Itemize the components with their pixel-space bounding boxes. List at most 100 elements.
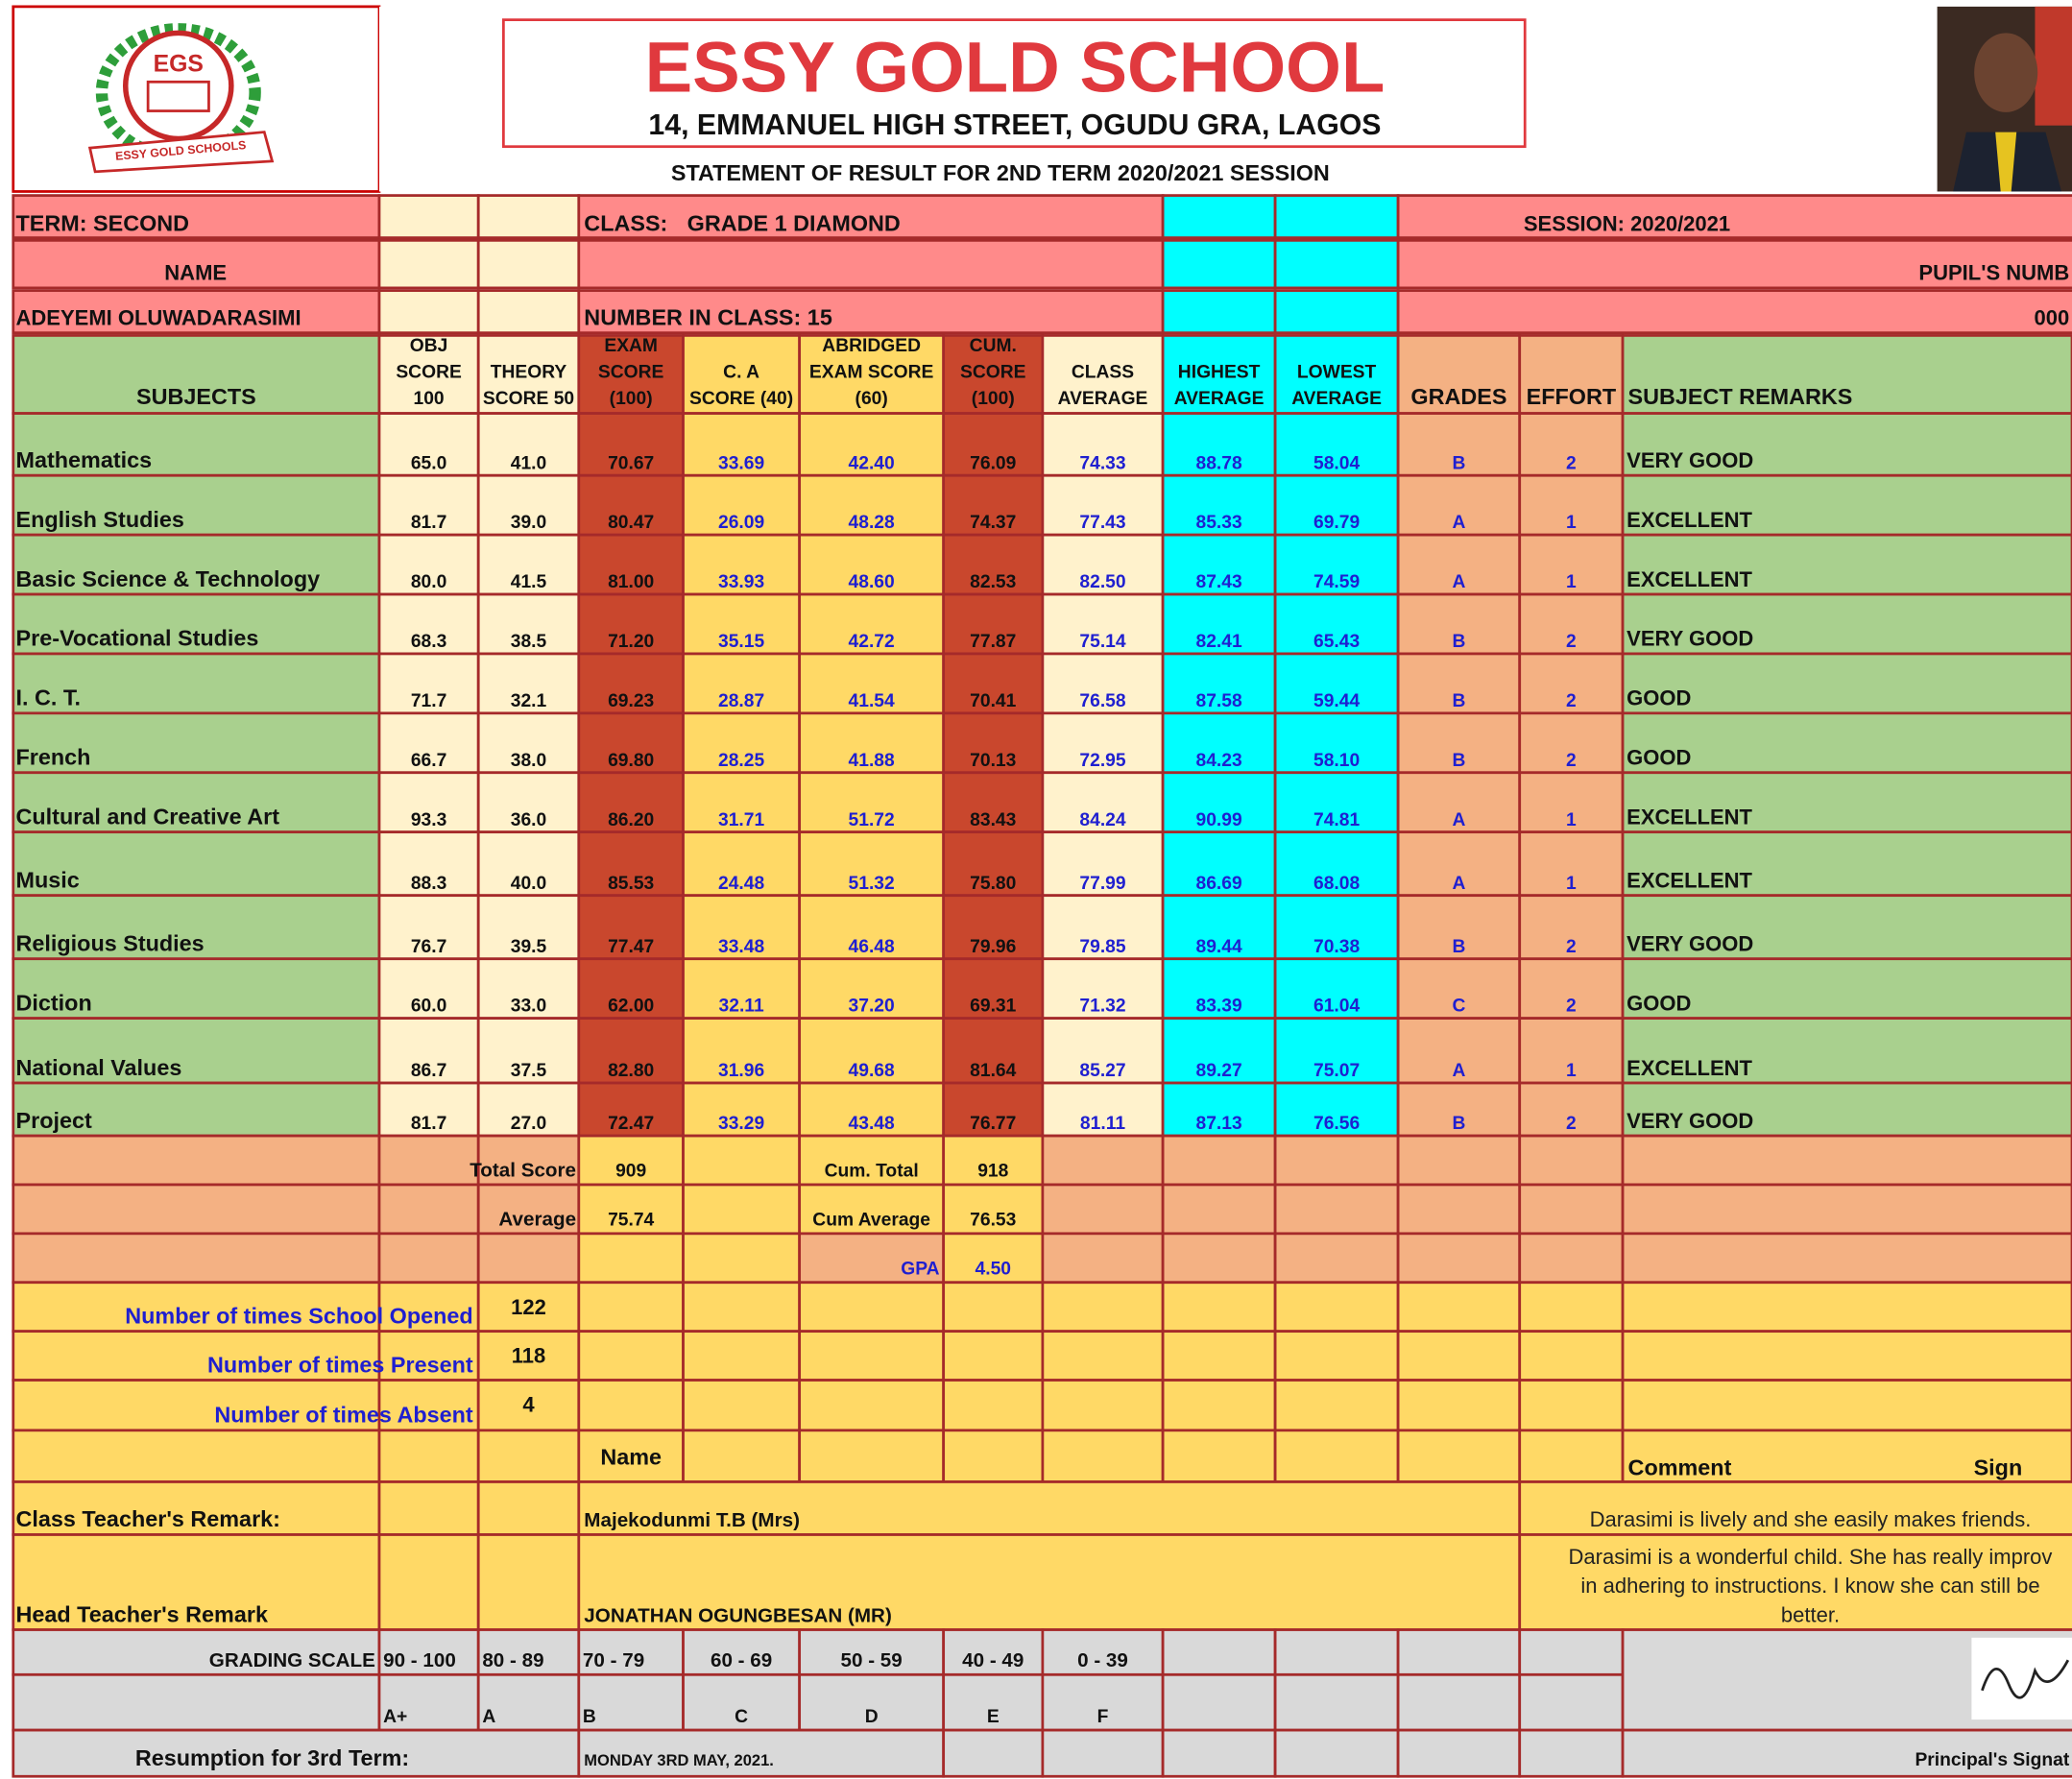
cell xyxy=(577,238,1165,290)
resumption-label: Resumption for 3rd Term: xyxy=(135,1745,409,1770)
column-header: AVERAGE xyxy=(1058,389,1148,409)
cell xyxy=(1621,771,2072,834)
cell xyxy=(377,1134,480,1187)
score: 70.38 xyxy=(1313,937,1360,957)
grade-letter: F xyxy=(1097,1707,1109,1727)
score: 89.27 xyxy=(1196,1061,1242,1081)
score: 74.81 xyxy=(1313,810,1360,830)
logo-text: EGS xyxy=(154,51,204,77)
subject: Music xyxy=(16,867,80,892)
score: 83.39 xyxy=(1196,997,1242,1017)
cell xyxy=(1518,1672,1625,1732)
cell xyxy=(12,711,381,775)
cell xyxy=(577,473,685,537)
cell xyxy=(1041,1232,1165,1285)
grade-letter: A xyxy=(482,1707,495,1727)
score: 40.0 xyxy=(511,874,546,894)
total-score-label: Total Score xyxy=(470,1160,576,1182)
cell xyxy=(577,1480,1522,1536)
cell xyxy=(577,1017,685,1085)
cell xyxy=(1161,1081,1277,1138)
cell xyxy=(682,1379,802,1432)
cell xyxy=(577,711,685,775)
cell xyxy=(1041,830,1165,898)
score: 70.41 xyxy=(970,691,1016,711)
remark-comment: Darasimi is lively and she easily makes … xyxy=(1590,1507,2032,1531)
cell xyxy=(1161,238,1277,290)
cell xyxy=(1041,957,1165,1021)
cell xyxy=(377,1330,480,1382)
score: 75.07 xyxy=(1313,1061,1360,1081)
score: 86.69 xyxy=(1196,874,1242,894)
cell xyxy=(476,473,581,537)
cell xyxy=(12,1330,381,1382)
score: 70.67 xyxy=(608,453,654,473)
score: B xyxy=(1452,751,1465,771)
cell xyxy=(1041,473,1165,537)
cell xyxy=(682,1134,802,1187)
score: 33.69 xyxy=(718,453,764,473)
cell xyxy=(682,533,802,596)
cell xyxy=(1621,1281,2072,1334)
score: 41.54 xyxy=(849,691,895,711)
score: 31.96 xyxy=(718,1061,764,1081)
number-in-class: NUMBER IN CLASS: 15 xyxy=(584,304,832,329)
class-label: CLASS: xyxy=(584,211,667,236)
score: 33.93 xyxy=(718,572,764,592)
cell xyxy=(1161,194,1277,239)
subject-remark: VERY GOOD xyxy=(1626,627,1753,651)
cell xyxy=(12,1232,381,1285)
cell xyxy=(1041,1183,1165,1236)
cell xyxy=(476,1480,581,1536)
cell xyxy=(1396,1183,1522,1236)
cell xyxy=(377,1281,480,1334)
score: 89.44 xyxy=(1196,937,1242,957)
cell xyxy=(798,711,946,775)
grade-letter: E xyxy=(987,1707,1000,1727)
cell xyxy=(377,1017,480,1085)
header-cell xyxy=(1396,334,1522,415)
remark-comment: in adhering to instructions. I know she … xyxy=(1580,1574,2039,1598)
cell xyxy=(377,473,480,537)
gpa: 4.50 xyxy=(976,1260,1011,1280)
subject-remark: VERY GOOD xyxy=(1626,448,1753,472)
cum-average-label: Cum Average xyxy=(812,1211,930,1231)
cell xyxy=(942,1183,1045,1236)
score: 87.13 xyxy=(1196,1114,1242,1134)
cell xyxy=(942,1628,1045,1676)
cell xyxy=(577,194,1165,239)
column-header: GRADES xyxy=(1410,384,1506,409)
score: A xyxy=(1452,513,1465,533)
score: 1 xyxy=(1566,513,1577,533)
cell xyxy=(682,957,802,1021)
cell xyxy=(1161,412,1277,477)
cell xyxy=(476,1281,581,1334)
score: 71.32 xyxy=(1079,997,1125,1017)
cell xyxy=(1396,1728,1522,1778)
header-cell xyxy=(1273,334,1400,415)
cell xyxy=(1518,1330,1625,1382)
cell xyxy=(1273,1628,1400,1676)
average: 75.74 xyxy=(608,1211,654,1231)
cell xyxy=(377,592,480,656)
pupil-photo xyxy=(1937,6,2072,192)
cell xyxy=(377,1533,480,1631)
cell xyxy=(12,1183,381,1236)
cell xyxy=(1273,1017,1400,1085)
grading-label: GRADING SCALE xyxy=(209,1649,375,1671)
score: C xyxy=(1452,997,1465,1017)
statement: STATEMENT OF RESULT FOR 2ND TERM 2020/20… xyxy=(671,160,1330,185)
cell xyxy=(1518,1429,1625,1483)
cell xyxy=(12,1628,381,1676)
cell xyxy=(1161,711,1277,775)
title-box xyxy=(501,18,1527,149)
cell xyxy=(942,1672,1045,1732)
score: 86.7 xyxy=(411,1061,446,1081)
cell xyxy=(1273,473,1400,537)
cell xyxy=(12,1379,381,1432)
score: 81.7 xyxy=(411,513,446,533)
score: 80.47 xyxy=(608,513,654,533)
cell xyxy=(577,412,685,477)
cell xyxy=(682,652,802,715)
cell xyxy=(682,1628,802,1676)
